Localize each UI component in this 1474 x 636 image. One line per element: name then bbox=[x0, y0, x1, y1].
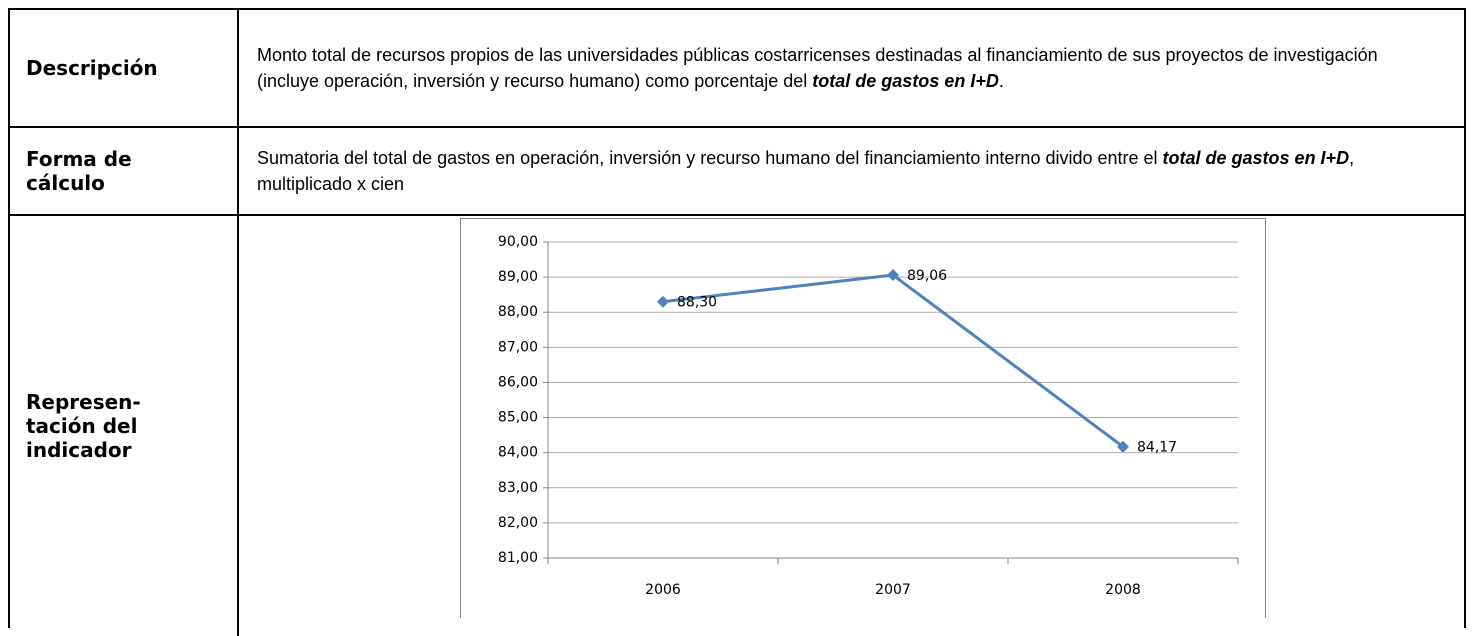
label-line: Represen- bbox=[26, 390, 141, 414]
x-tick-label: 2008 bbox=[1105, 582, 1141, 598]
y-tick-label: 81,00 bbox=[498, 550, 538, 566]
data-marker bbox=[1117, 440, 1129, 453]
label-line: cálculo bbox=[26, 171, 105, 195]
y-tick-label: 88,00 bbox=[498, 304, 538, 320]
y-tick-label: 86,00 bbox=[498, 374, 538, 390]
chart-frame bbox=[460, 218, 1266, 618]
data-marker bbox=[657, 295, 669, 308]
y-tick-label: 84,00 bbox=[498, 445, 538, 461]
x-tick-label: 2007 bbox=[875, 582, 911, 598]
document: Descripción Monto total de recursos propi… bbox=[8, 8, 1466, 636]
row-label: Descripción bbox=[10, 10, 239, 126]
row-text: Monto total de recursos propios de las u… bbox=[239, 10, 1464, 126]
text-run: Monto total de recursos propios de las u… bbox=[257, 45, 1378, 91]
label-line: indicador bbox=[26, 438, 132, 462]
emphasis: total de gastos en I+D bbox=[812, 71, 999, 91]
y-tick-label: 89,00 bbox=[498, 269, 538, 285]
text-run: . bbox=[998, 71, 1004, 91]
table-row: Descripción Monto total de recursos propi… bbox=[10, 10, 1464, 128]
label-line: Forma de bbox=[26, 147, 132, 171]
emphasis-text: total de gastos en I+D bbox=[1162, 148, 1350, 168]
row-label: Represen-tación del indicador bbox=[10, 216, 239, 636]
data-label: 88,30 bbox=[677, 295, 717, 311]
data-label: 84,17 bbox=[1137, 440, 1177, 456]
text-run: Sumatoria del total de gastos en operaci… bbox=[257, 148, 1163, 168]
table-row: Forma de cálculo Sumatoria del total de ga… bbox=[10, 128, 1464, 216]
y-tick-label: 85,00 bbox=[498, 410, 538, 426]
y-tick-label: 83,00 bbox=[498, 480, 538, 496]
paragraph: Monto total de recursos propios de las u… bbox=[257, 42, 1424, 94]
row-label: Forma de cálculo bbox=[10, 128, 239, 214]
paragraph: Sumatoria del total de gastos en operaci… bbox=[257, 145, 1424, 197]
text-run: , multiplicado x cien bbox=[257, 148, 1355, 194]
table-row: Represen-tación del indicador 81,00 82,00 83… bbox=[10, 216, 1464, 636]
chart: 81,00 82,00 83,00 84,00 85,00 86,00 87,00 88,00… bbox=[460, 218, 1266, 618]
label-line: Descripción bbox=[26, 56, 158, 80]
data-marker bbox=[887, 269, 899, 282]
emphasis: total de gastos en I+D bbox=[1163, 148, 1350, 168]
emphasis-text: total de gastos en I+D bbox=[812, 71, 999, 91]
x-tick-label: 2006 bbox=[645, 582, 681, 598]
data-label: 89,06 bbox=[907, 268, 947, 284]
y-tick-label: 87,00 bbox=[498, 339, 538, 355]
y-tick-label: 82,00 bbox=[498, 515, 538, 531]
y-tick-label: 90,00 bbox=[498, 234, 538, 250]
row-text: Sumatoria del total de gastos en operaci… bbox=[239, 128, 1464, 214]
label-line: tación del bbox=[26, 414, 138, 438]
